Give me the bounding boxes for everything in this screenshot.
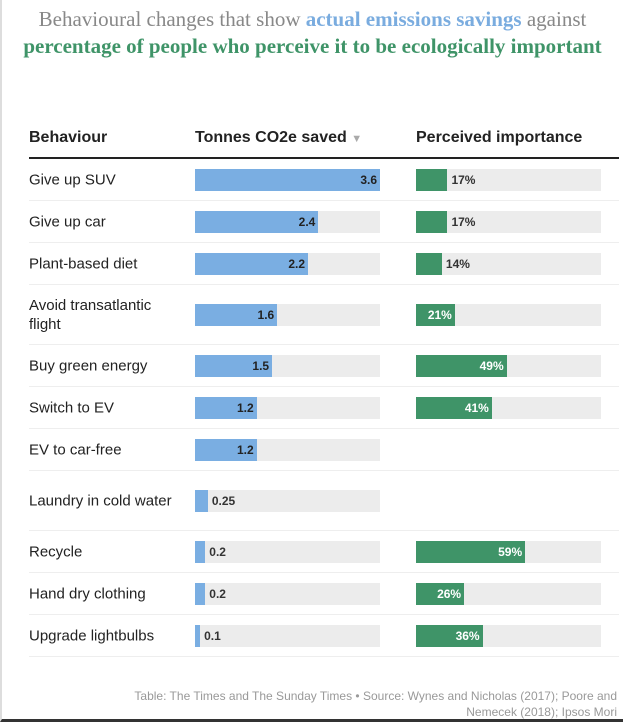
behaviour-label: Buy green energy	[29, 357, 148, 374]
importance-bar	[416, 168, 448, 191]
importance-track: 41%	[416, 396, 601, 419]
saved-track: 3.6	[195, 168, 380, 191]
saved-track: 1.2	[195, 438, 380, 461]
importance-bar	[416, 303, 455, 326]
importance-value: 14%	[445, 256, 470, 271]
saved-track: 0.1	[195, 624, 380, 647]
saved-value: 3.6	[360, 172, 377, 187]
behaviour-label: Give up SUV	[29, 171, 116, 188]
importance-bar	[416, 582, 465, 605]
saved-bar	[195, 438, 257, 461]
saved-value: 1.2	[236, 400, 254, 415]
saved-track: 0.2	[195, 582, 380, 605]
saved-value: 2.2	[288, 256, 306, 271]
saved-track: 1.2	[195, 396, 380, 419]
table-row: Switch to EV 1.2 41%	[29, 387, 619, 429]
saved-value: 0.25	[211, 493, 236, 508]
importance-bar	[416, 396, 492, 419]
saved-value: 1.5	[252, 358, 270, 373]
saved-value: 2.4	[298, 214, 316, 229]
title-part-1: Behavioural changes that show	[38, 7, 306, 31]
importance-value: 17%	[451, 214, 476, 229]
saved-bar	[195, 303, 278, 326]
header-saved-label: Tonnes CO2e saved	[195, 129, 347, 146]
saved-track: 0.25	[195, 489, 380, 512]
table-row: Laundry in cold water 0.25	[29, 471, 619, 531]
saved-value: 0.2	[209, 586, 226, 601]
saved-bar	[195, 582, 206, 605]
behaviour-label: Switch to EV	[29, 399, 115, 416]
table-row: Upgrade lightbulbs 0.1 36%	[29, 615, 619, 657]
behaviour-label: Avoid transatlantic flight	[29, 296, 152, 333]
importance-bar	[416, 354, 507, 377]
importance-bar	[416, 210, 448, 233]
table-row: Recycle 0.2 59%	[29, 531, 619, 573]
saved-value: 0.2	[209, 544, 226, 559]
saved-track: 1.6	[195, 303, 380, 326]
saved-bar	[195, 540, 206, 563]
table-row: EV to car-free 1.2	[29, 429, 619, 471]
importance-value: 59%	[498, 544, 523, 559]
importance-track: 17%	[416, 210, 601, 233]
importance-bar	[416, 540, 526, 563]
behaviour-label: Plant-based diet	[29, 255, 138, 272]
saved-value: 0.1	[204, 628, 221, 643]
importance-track: 21%	[416, 303, 601, 326]
saved-track: 2.2	[195, 252, 380, 275]
saved-track: 0.2	[195, 540, 380, 563]
saved-track: 2.4	[195, 210, 380, 233]
saved-bar	[195, 252, 309, 275]
header-importance[interactable]: Perceived importance	[416, 129, 583, 146]
header-saved[interactable]: Tonnes CO2e saved ▼	[195, 129, 362, 147]
behaviour-label: Hand dry clothing	[29, 585, 146, 602]
table-row: Give up car 2.4 17%	[29, 201, 619, 243]
table-row: Give up SUV 3.6 17%	[29, 159, 619, 201]
importance-track: 14%	[416, 252, 601, 275]
saved-track: 1.5	[195, 354, 380, 377]
importance-value: 17%	[451, 172, 476, 187]
saved-bar	[195, 210, 319, 233]
title-part-4: percentage of people who perceive it to …	[23, 34, 602, 58]
chart-title: Behavioural changes that show actual emi…	[20, 6, 605, 60]
importance-track: 17%	[416, 168, 601, 191]
saved-value: 1.2	[236, 442, 254, 457]
table-row: Plant-based diet 2.2 14%	[29, 243, 619, 285]
importance-bar	[416, 252, 442, 275]
sort-desc-icon: ▼	[351, 133, 363, 145]
behaviour-label: Recycle	[29, 543, 83, 560]
table-row: Hand dry clothing 0.2 26%	[29, 573, 619, 615]
importance-track: 36%	[416, 624, 601, 647]
saved-bar	[195, 354, 273, 377]
importance-track: 59%	[416, 540, 601, 563]
saved-value: 1.6	[257, 307, 275, 322]
importance-value: 49%	[479, 358, 504, 373]
importance-track: 26%	[416, 582, 601, 605]
table-row: Buy green energy 1.5 49%	[29, 345, 619, 387]
importance-value: 41%	[464, 400, 489, 415]
saved-bar	[195, 168, 380, 191]
importance-value: 36%	[455, 628, 480, 643]
importance-track: 49%	[416, 354, 601, 377]
table-row: Avoid transatlantic flight 1.6 21%	[29, 285, 619, 345]
header-behaviour[interactable]: Behaviour	[29, 129, 108, 146]
behaviour-label: Laundry in cold water	[29, 492, 172, 509]
title-part-2: actual emissions savings	[305, 7, 522, 31]
title-part-3: against	[521, 7, 587, 31]
importance-bar	[416, 624, 483, 647]
importance-value: 26%	[437, 586, 462, 601]
saved-bar	[195, 489, 208, 512]
importance-value: 21%	[427, 307, 452, 322]
saved-bar	[195, 396, 257, 419]
behaviour-label: EV to car-free	[29, 441, 122, 458]
behaviour-label: Give up car	[29, 213, 106, 230]
behaviour-label: Upgrade lightbulbs	[29, 627, 155, 644]
header-divider	[29, 157, 619, 159]
footer-source: Table: The Times and The Sunday Times • …	[134, 689, 617, 719]
saved-bar	[195, 624, 201, 647]
